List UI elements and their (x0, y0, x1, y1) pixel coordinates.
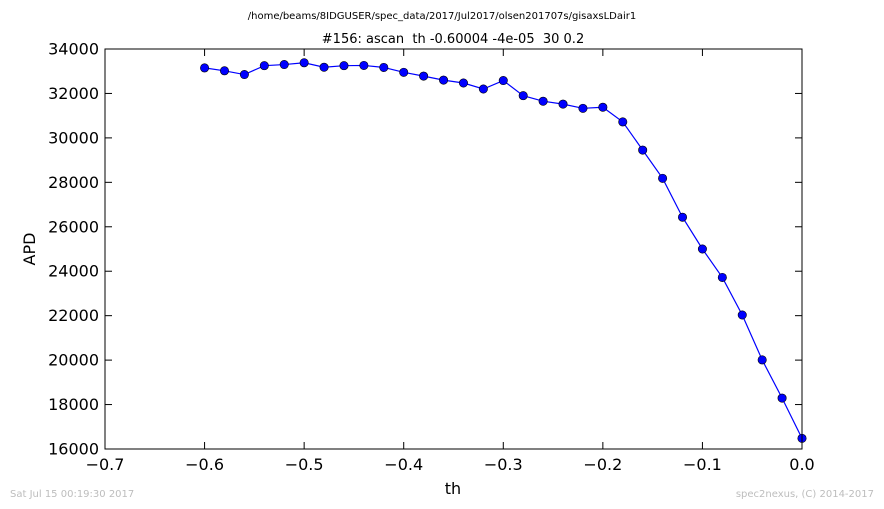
data-point (299, 58, 309, 68)
plot-frame (104, 48, 803, 450)
y-tick-label: 34000 (48, 40, 99, 59)
data-point (737, 310, 747, 320)
y-tick-label: 32000 (48, 84, 99, 103)
data-point (439, 75, 449, 85)
x-tick-label: −0.6 (185, 455, 224, 474)
data-point (658, 173, 668, 183)
plot-area (200, 58, 807, 443)
axis-ticks: −0.7 −0.6 −0.5 −0.4 −0.3 −0.2 −0.1 0.0 16000 1800… (48, 40, 815, 475)
data-point (379, 62, 389, 72)
y-axis-label: APD (20, 233, 39, 266)
data-point (359, 60, 369, 70)
credit-label: spec2nexus, (C) 2014-2017 (735, 489, 874, 500)
data-point (757, 355, 767, 365)
data-point (259, 61, 269, 71)
data-point (279, 60, 289, 70)
data-point (419, 71, 429, 81)
x-tick-label: −0.4 (384, 455, 423, 474)
chart-title: #156: ascan th -0.60004 -4e-05 30 0.2 (322, 32, 584, 47)
timestamp-label: Sat Jul 15 00:19:30 2017 (10, 489, 135, 500)
x-tick-label: −0.2 (583, 455, 622, 474)
data-point (399, 67, 409, 77)
x-tick-label: −0.3 (484, 455, 523, 474)
data-point (777, 393, 787, 403)
data-point (478, 84, 488, 94)
x-tick-label: −0.5 (285, 455, 324, 474)
series-line (204, 62, 803, 439)
y-tick-label: 30000 (48, 128, 99, 147)
data-point (717, 272, 727, 282)
data-point (558, 99, 568, 109)
x-tick-label: −0.1 (683, 455, 722, 474)
y-tick-label: 16000 (48, 440, 99, 459)
y-tick-label: 26000 (48, 217, 99, 236)
data-point (518, 91, 528, 101)
data-point (618, 117, 628, 127)
y-tick-label: 24000 (48, 262, 99, 281)
data-point (598, 102, 608, 112)
y-tick-label: 18000 (48, 395, 99, 414)
data-point (219, 66, 229, 76)
y-tick-label: 22000 (48, 306, 99, 325)
x-axis-label: th (445, 479, 461, 498)
data-point (678, 212, 688, 222)
data-point (578, 103, 588, 113)
data-point (638, 145, 648, 155)
y-tick-label: 20000 (48, 351, 99, 370)
x-tick-label: 0.0 (789, 455, 814, 474)
data-point (498, 76, 508, 86)
data-point (239, 70, 249, 80)
data-point (697, 244, 707, 254)
data-point (538, 96, 548, 106)
data-point (458, 78, 468, 88)
data-point (339, 61, 349, 71)
data-point (319, 62, 329, 72)
y-tick-label: 28000 (48, 173, 99, 192)
x-tick-label: −0.7 (86, 455, 125, 474)
data-point (200, 63, 210, 73)
file-path: /home/beams/8IDGUSER/spec_data/2017/Jul2… (248, 11, 637, 22)
